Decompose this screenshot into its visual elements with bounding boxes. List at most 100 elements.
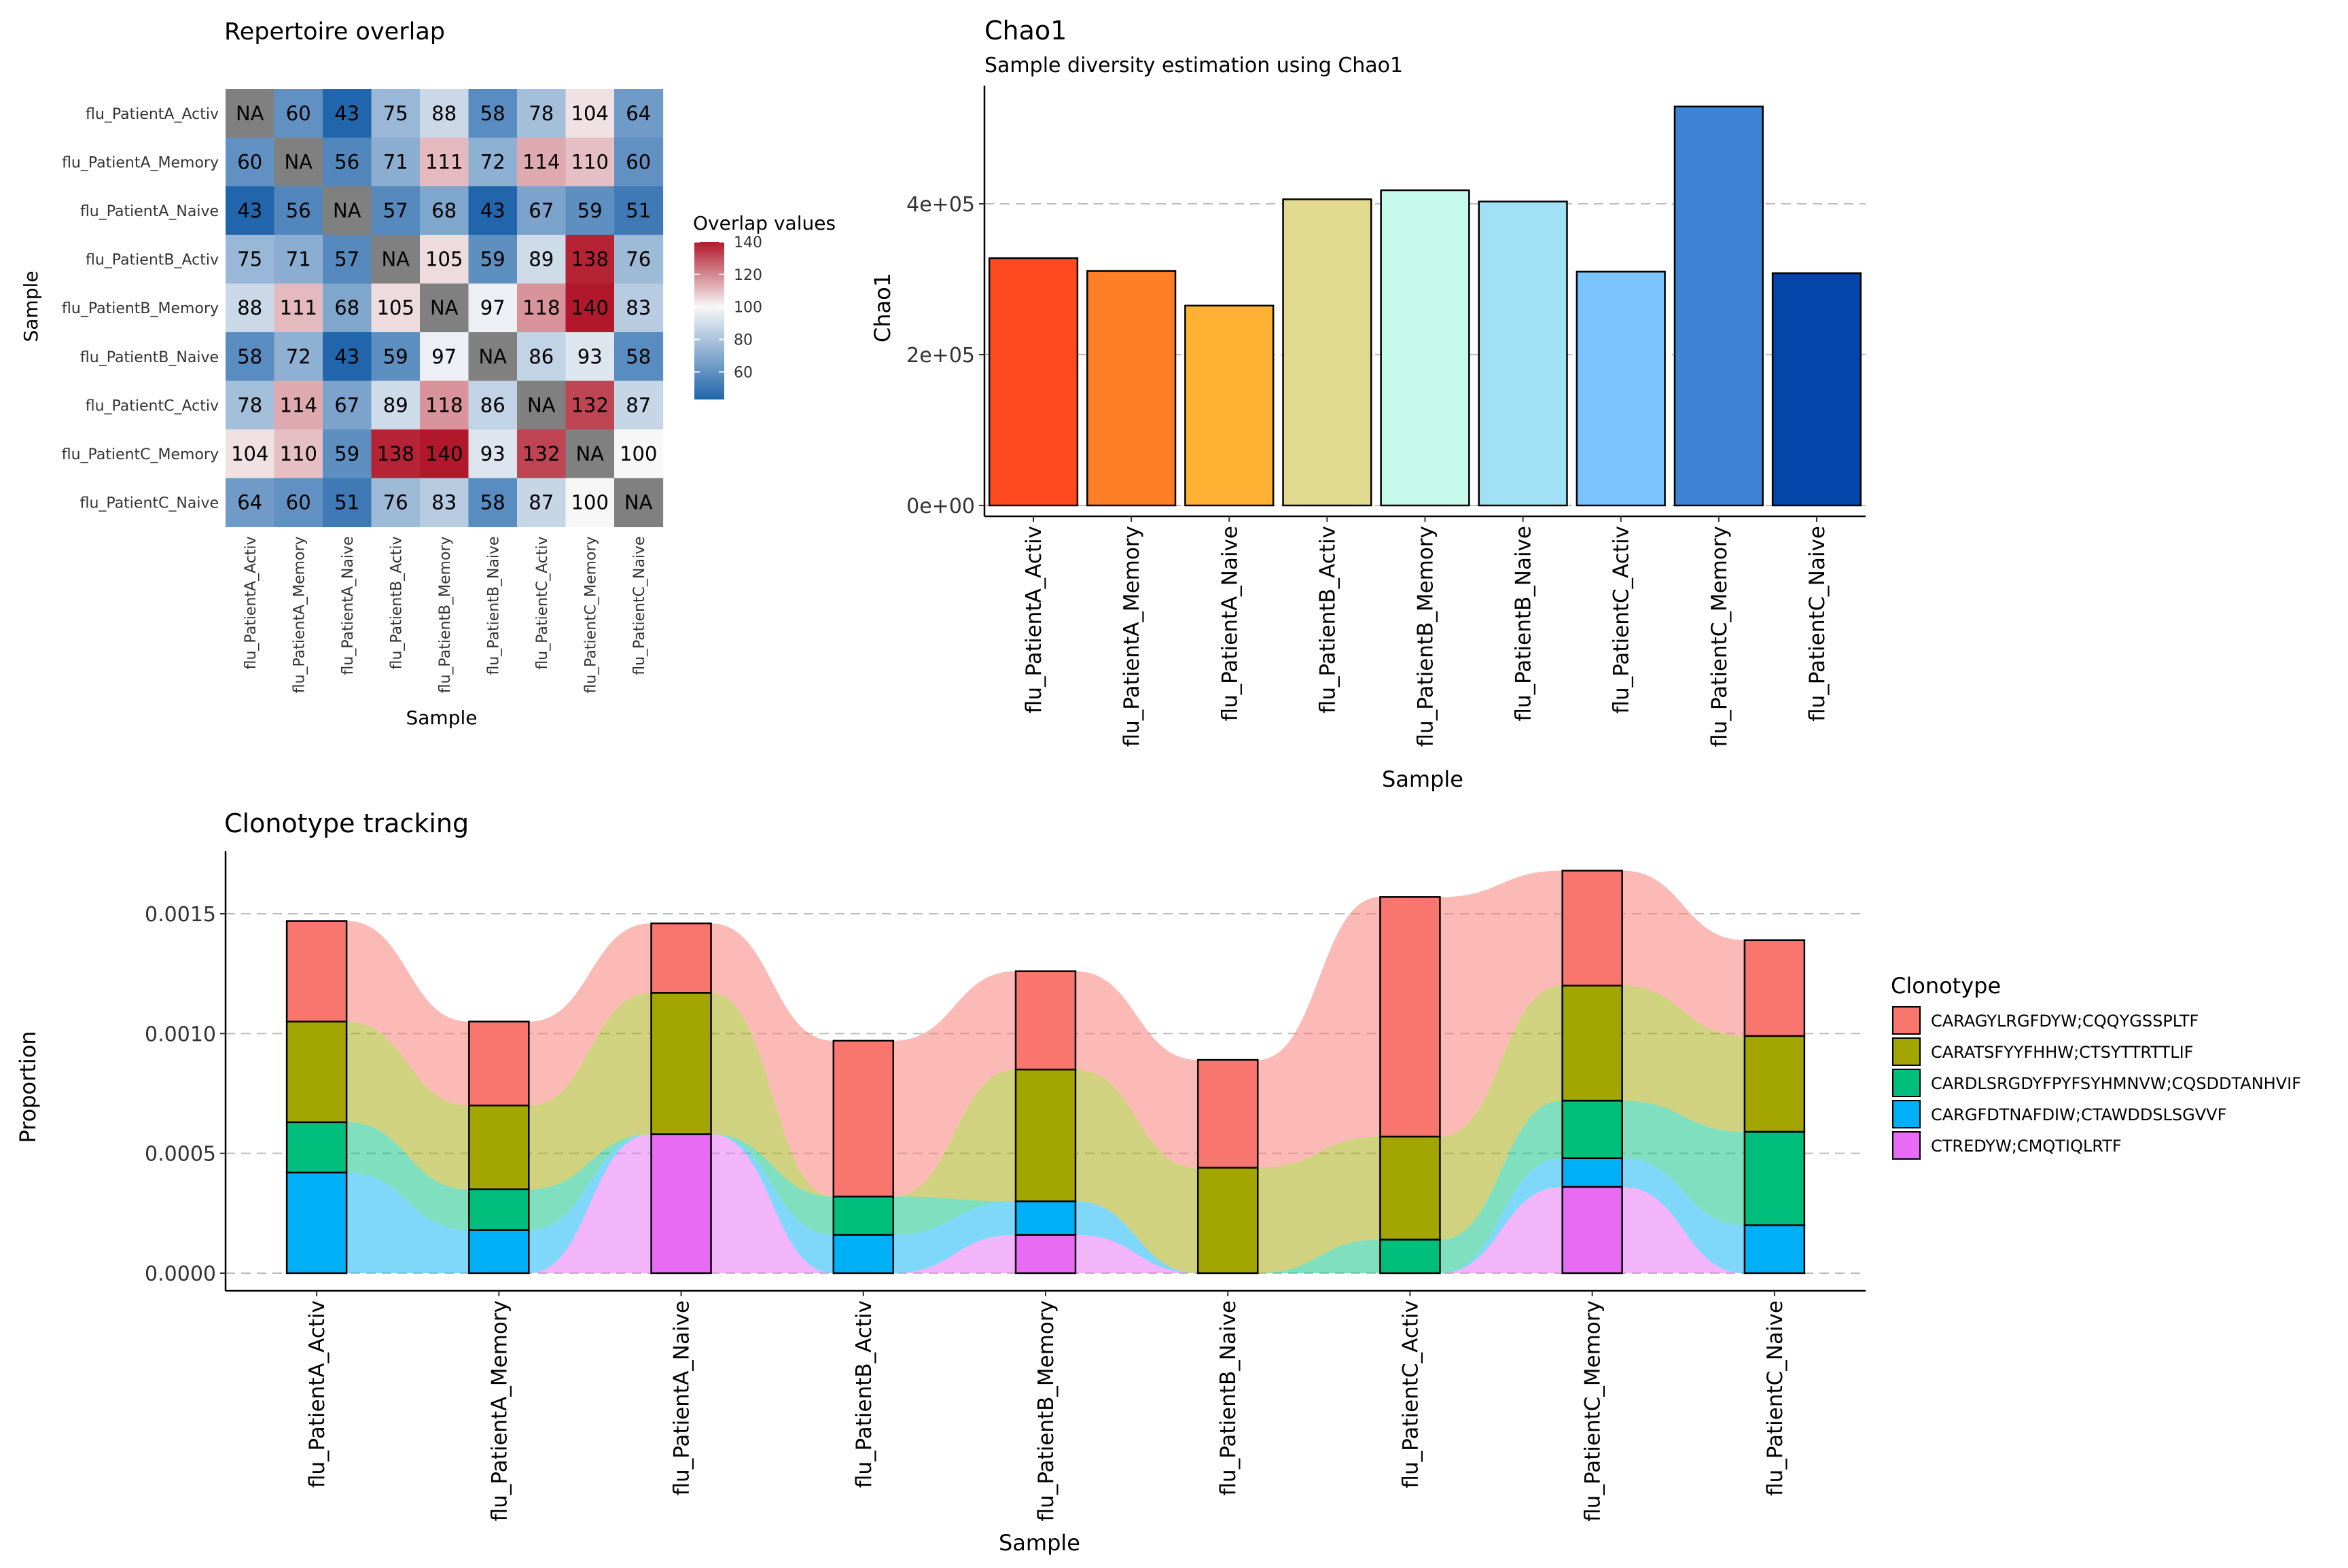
tracking-x-tick-label: flu_PatientB_Activ	[852, 1300, 876, 1488]
tracking-bar-segment	[1379, 1135, 1441, 1241]
chao1-x-tick-label: flu_PatientC_Naive	[1805, 526, 1830, 721]
tracking-legend-label: CARDLSRGDYFPYFSYHMNVW;CQSDDTANHVIF	[1931, 1074, 2301, 1093]
heatmap-cell	[323, 429, 372, 479]
tracking-bar-segment	[1561, 1099, 1623, 1159]
heatmap-legend-tick-label: 120	[734, 267, 762, 284]
overlap-heatmap-panel: Repertoire overlap NA 60 43 75 88 58 78 104 64 60…	[20, 18, 836, 729]
tracking-x-tick-label: flu_PatientA_Naive	[670, 1300, 694, 1496]
heatmap-cell	[226, 478, 275, 527]
tracking-bar-segment	[285, 1020, 348, 1124]
heatmap-cell	[517, 89, 567, 139]
chao1-y-tick-label: 4e+05	[906, 193, 975, 217]
heatmap-cell	[371, 332, 421, 382]
heatmap-cell-label: 138	[377, 442, 414, 465]
heatmap-cell	[323, 332, 372, 382]
tracking-y-tick-labels: 0.0000 0.0005 0.0010 0.0015	[145, 903, 226, 1286]
chao1-x-tick-label: flu_PatientB_Activ	[1315, 526, 1340, 713]
tracking-bar-segment	[468, 1020, 530, 1107]
tracking-y-axis-label: Proportion	[15, 1031, 41, 1143]
heatmap-cell-label: 86	[480, 393, 505, 416]
heatmap-x-tick-label: flu_PatientB_Naive	[485, 536, 502, 675]
heatmap-x-tick-label: flu_PatientC_Memory	[582, 536, 599, 693]
tracking-bar-segment	[650, 922, 712, 994]
heatmap-cell	[468, 429, 518, 479]
tracking-bar-segment	[1196, 1058, 1259, 1169]
tracking-legend-title: Clonotype	[1891, 973, 2001, 999]
heatmap-cell	[274, 89, 323, 139]
heatmap-y-tick-label: flu_PatientB_Memory	[62, 300, 219, 317]
heatmap-cell	[226, 429, 275, 479]
tracking-x-axis-label: Sample	[999, 1530, 1080, 1556]
heatmap-cell-label: NA	[236, 102, 264, 125]
heatmap-legend-tick-label: 140	[734, 234, 762, 251]
chao1-bar	[1086, 270, 1177, 507]
tracking-legend-items: CARAGYLRGFDYW;CQQYGSSPLTF CARATSFYYFHHW;C…	[1892, 1006, 2301, 1160]
heatmap-cell-label: NA	[430, 296, 459, 319]
tracking-legend: Clonotype CARAGYLRGFDYW;CQQYGSSPLTF CARAT…	[1891, 973, 2301, 1160]
heatmap-cell-label: 43	[237, 199, 262, 222]
heatmap-y-axis-label: Sample	[20, 271, 42, 342]
heatmap-cell	[274, 429, 323, 479]
heatmap-cell-label: 58	[626, 345, 651, 368]
tracking-x-tick-label: flu_PatientA_Memory	[487, 1300, 512, 1521]
heatmap-y-tick-label: flu_PatientA_Memory	[62, 154, 219, 171]
heatmap-cell-label: 140	[571, 296, 609, 319]
chao1-y-tick-labels: 0e+00 2e+05 4e+05	[906, 193, 984, 518]
chao1-y-axis-label: Chao1	[870, 273, 895, 342]
tracking-stacked-bars	[285, 870, 1806, 1275]
heatmap-cell	[517, 137, 567, 187]
tracking-x-tick-label: flu_PatientC_Activ	[1398, 1300, 1423, 1489]
chao1-x-axis-label: Sample	[1382, 766, 1463, 792]
chao1-title: Chao1	[984, 16, 1067, 46]
heatmap-cell	[614, 478, 664, 527]
heatmap-cell	[226, 186, 275, 236]
tracking-ribbon	[287, 1101, 1804, 1273]
chao1-bar	[1282, 198, 1372, 507]
tracking-y-tick-label: 0.0005	[145, 1143, 216, 1166]
heatmap-cell-label: 110	[280, 442, 317, 465]
heatmap-cell-label: 51	[334, 491, 359, 514]
heatmap-cell-label: 59	[383, 345, 408, 368]
heatmap-cell-label: 58	[480, 491, 505, 514]
heatmap-cell-label: 57	[383, 199, 408, 222]
heatmap-cell-label: 110	[571, 150, 609, 173]
heatmap-cell-label: 105	[425, 248, 463, 271]
heatmap-y-tick-label: flu_PatientC_Naive	[80, 495, 219, 512]
tracking-bar-segment	[650, 1133, 712, 1275]
heatmap-cell-label: 111	[280, 296, 317, 319]
heatmap-cell-label: 71	[286, 248, 311, 271]
tracking-x-tick-label: flu_PatientB_Naive	[1216, 1300, 1241, 1496]
chao1-y-tick-label: 2e+05	[906, 344, 975, 368]
heatmap-cell	[323, 137, 372, 187]
heatmap-cell	[420, 283, 469, 333]
tracking-bar-segment	[285, 920, 348, 1022]
heatmap-cell-label: 105	[377, 296, 414, 319]
heatmap-cell	[517, 429, 567, 479]
heatmap-cell-label: 58	[480, 102, 505, 125]
heatmap-cell-label: 118	[425, 393, 463, 416]
tracking-bar-segment	[832, 1039, 895, 1198]
heatmap-cell-label: 43	[480, 199, 505, 222]
chao1-x-tick-label: flu_PatientC_Memory	[1707, 526, 1732, 747]
heatmap-cell	[468, 332, 518, 382]
heatmap-x-tick-label: flu_PatientB_Memory	[437, 536, 454, 693]
heatmap-cell-label: NA	[478, 345, 507, 368]
heatmap-title: Repertoire overlap	[224, 18, 445, 46]
heatmap-cell	[371, 380, 421, 430]
heatmap-cell-label: 114	[280, 393, 317, 416]
heatmap-cell-label: 132	[571, 393, 609, 416]
tracking-legend-label: CARAGYLRGFDYW;CQQYGSSPLTF	[1931, 1012, 2199, 1031]
heatmap-cell	[565, 137, 615, 187]
heatmap-cell-label: 68	[431, 199, 457, 222]
heatmap-cell	[420, 332, 469, 382]
chao1-x-tick-label: flu_PatientA_Memory	[1120, 526, 1144, 747]
heatmap-legend-tick-label: 80	[734, 332, 753, 349]
heatmap-cell	[614, 137, 664, 187]
tracking-bar-segment	[468, 1104, 530, 1190]
tracking-y-tick-label: 0.0000	[145, 1262, 216, 1286]
chao1-bar	[1771, 272, 1862, 507]
tracking-bar-segment	[1561, 1186, 1623, 1275]
heatmap-cell	[274, 234, 323, 284]
tracking-bar-segment	[1743, 1130, 1806, 1226]
